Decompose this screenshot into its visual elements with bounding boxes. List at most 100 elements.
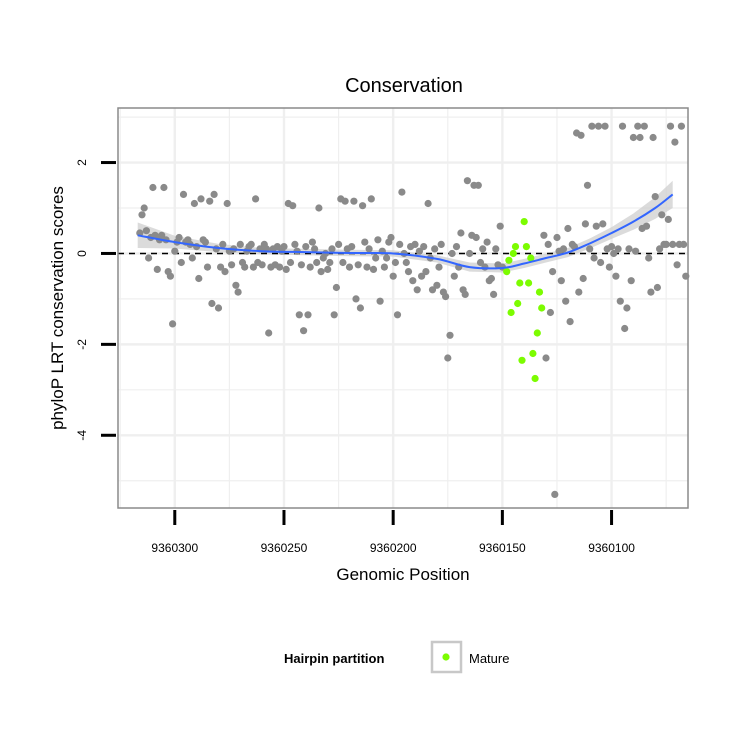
point-other-78 bbox=[306, 263, 314, 271]
point-other-18 bbox=[175, 233, 183, 242]
point-other-108 bbox=[372, 254, 380, 262]
point-other-161 bbox=[487, 274, 495, 283]
point-other-138 bbox=[437, 240, 445, 248]
point-other-20 bbox=[179, 190, 188, 198]
point-other-28 bbox=[197, 195, 205, 203]
point-other-176 bbox=[592, 222, 600, 230]
point-other-147 bbox=[457, 229, 465, 237]
point-other-190 bbox=[623, 304, 631, 312]
panel-background bbox=[118, 108, 688, 508]
point-other-77 bbox=[304, 311, 312, 319]
point-other-100 bbox=[354, 261, 362, 269]
chart-title: Conservation bbox=[345, 75, 463, 97]
point-other-99 bbox=[352, 295, 360, 303]
point-other-69 bbox=[286, 258, 295, 267]
point-other-156 bbox=[476, 258, 485, 267]
point-mature-3 bbox=[509, 249, 517, 258]
point-mature-0 bbox=[503, 268, 511, 276]
point-other-10 bbox=[158, 231, 166, 239]
x-axis-title: Genomic Position bbox=[336, 565, 469, 584]
y-axis: -4 -2 0 2 bbox=[75, 159, 116, 441]
point-other-117 bbox=[391, 258, 399, 267]
point-other-105 bbox=[365, 245, 373, 253]
point-other-209 bbox=[664, 215, 672, 223]
point-other-158 bbox=[481, 263, 489, 271]
point-other-118 bbox=[393, 311, 402, 319]
point-other-32 bbox=[206, 197, 214, 205]
point-other-159 bbox=[483, 238, 491, 246]
point-other-189 bbox=[621, 324, 629, 333]
point-other-126 bbox=[411, 240, 419, 248]
x-tick-label-1: 9360250 bbox=[261, 541, 308, 555]
point-other-218 bbox=[540, 231, 548, 239]
point-other-150 bbox=[463, 177, 471, 185]
point-other-75 bbox=[300, 327, 308, 335]
legend-label-mature: Mature bbox=[469, 651, 509, 666]
points-mature bbox=[503, 218, 546, 383]
point-other-198 bbox=[640, 122, 648, 130]
y-tick-label-2: 0 bbox=[75, 250, 89, 257]
point-other-53 bbox=[252, 195, 260, 203]
point-other-16 bbox=[171, 247, 179, 255]
point-other-183 bbox=[608, 243, 616, 251]
point-other-204 bbox=[653, 283, 662, 292]
point-other-46 bbox=[236, 240, 244, 248]
point-other-143 bbox=[448, 249, 456, 258]
point-other-201 bbox=[647, 288, 655, 296]
point-other-31 bbox=[203, 263, 212, 271]
point-other-129 bbox=[418, 272, 426, 280]
point-other-135 bbox=[431, 245, 439, 253]
point-other-19 bbox=[177, 258, 185, 267]
point-other-130 bbox=[420, 243, 428, 251]
point-other-122 bbox=[402, 258, 410, 267]
point-mature-4 bbox=[511, 243, 520, 251]
x-tick-label-4: 9360100 bbox=[588, 541, 635, 555]
point-other-203 bbox=[651, 193, 659, 201]
point-other-106 bbox=[367, 195, 375, 203]
point-mature-11 bbox=[527, 254, 535, 262]
point-other-212 bbox=[671, 138, 679, 146]
point-other-97 bbox=[348, 243, 356, 251]
point-mature-5 bbox=[514, 299, 522, 308]
point-other-36 bbox=[214, 304, 223, 312]
plot-panel bbox=[117, 107, 690, 509]
point-other-230 bbox=[566, 318, 574, 326]
point-other-219 bbox=[542, 354, 550, 362]
x-tick-label-3: 9360150 bbox=[479, 541, 526, 555]
point-other-123 bbox=[404, 268, 413, 276]
point-other-178 bbox=[597, 258, 605, 267]
point-other-110 bbox=[376, 297, 384, 305]
point-mature-14 bbox=[533, 329, 541, 337]
point-other-157 bbox=[479, 245, 487, 253]
point-other-132 bbox=[424, 199, 432, 208]
point-other-222 bbox=[546, 308, 555, 317]
point-other-51 bbox=[247, 240, 255, 248]
point-other-169 bbox=[577, 131, 585, 139]
point-mature-13 bbox=[531, 374, 539, 383]
point-other-120 bbox=[398, 188, 406, 196]
point-other-172 bbox=[583, 181, 592, 189]
point-other-96 bbox=[345, 263, 354, 271]
point-other-177 bbox=[594, 122, 603, 130]
point-other-38 bbox=[219, 240, 227, 248]
point-other-52 bbox=[249, 263, 257, 271]
point-other-15 bbox=[169, 320, 177, 328]
point-other-168 bbox=[575, 288, 583, 296]
point-other-136 bbox=[433, 281, 441, 289]
point-mature-12 bbox=[529, 349, 537, 358]
point-other-64 bbox=[276, 263, 284, 271]
point-other-185 bbox=[612, 272, 620, 280]
point-other-137 bbox=[435, 263, 443, 271]
point-other-165 bbox=[496, 222, 504, 230]
point-other-200 bbox=[645, 254, 653, 262]
point-other-174 bbox=[588, 122, 596, 130]
point-other-39 bbox=[221, 268, 229, 276]
point-other-7 bbox=[151, 231, 159, 239]
point-other-226 bbox=[557, 277, 565, 285]
point-other-173 bbox=[586, 245, 594, 253]
point-other-6 bbox=[149, 183, 157, 192]
point-other-14 bbox=[166, 272, 174, 280]
point-other-30 bbox=[201, 238, 209, 246]
point-other-104 bbox=[363, 263, 371, 271]
point-mature-9 bbox=[522, 243, 531, 251]
